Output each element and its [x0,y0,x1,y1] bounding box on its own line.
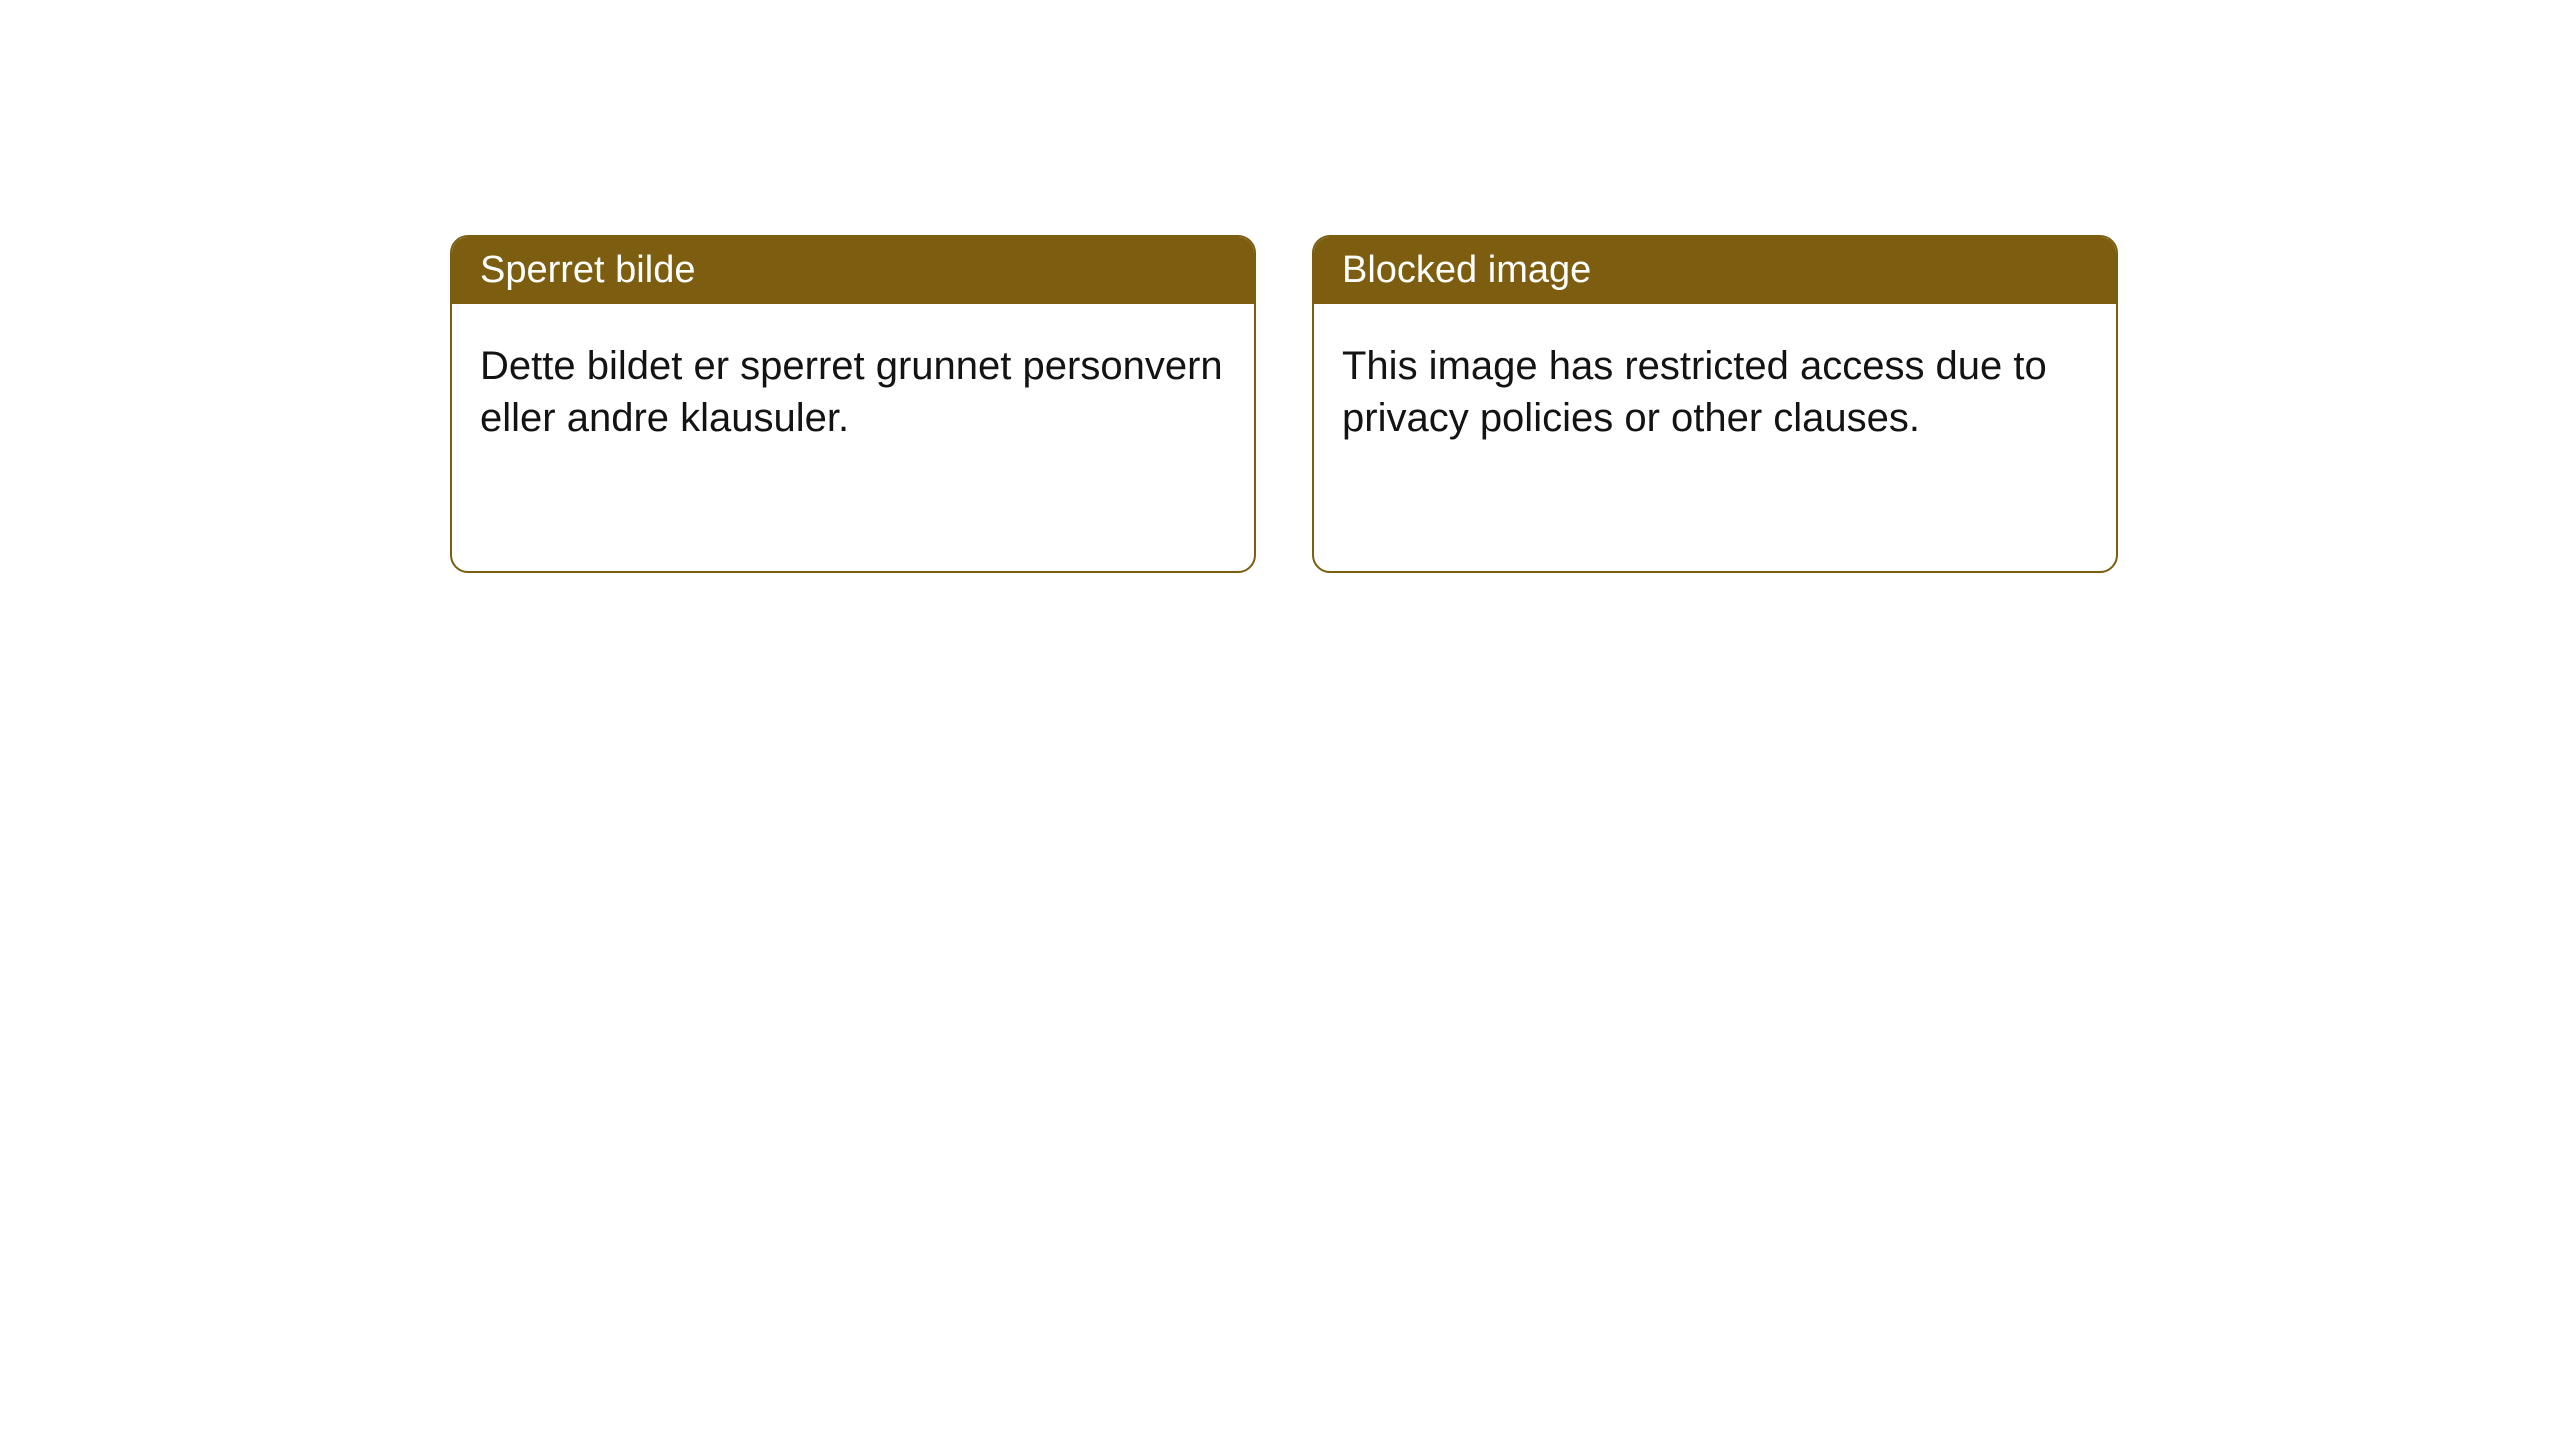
card-text-english: This image has restricted access due to … [1342,344,2047,440]
card-body-norwegian: Dette bildet er sperret grunnet personve… [452,304,1254,480]
blocked-image-cards: Sperret bilde Dette bildet er sperret gr… [450,235,2118,573]
card-header-norwegian: Sperret bilde [452,237,1254,304]
card-title-norwegian: Sperret bilde [480,249,695,291]
blocked-card-norwegian: Sperret bilde Dette bildet er sperret gr… [450,235,1256,573]
card-body-english: This image has restricted access due to … [1314,304,2116,480]
card-text-norwegian: Dette bildet er sperret grunnet personve… [480,344,1223,440]
card-header-english: Blocked image [1314,237,2116,304]
blocked-card-english: Blocked image This image has restricted … [1312,235,2118,573]
card-title-english: Blocked image [1342,249,1591,291]
